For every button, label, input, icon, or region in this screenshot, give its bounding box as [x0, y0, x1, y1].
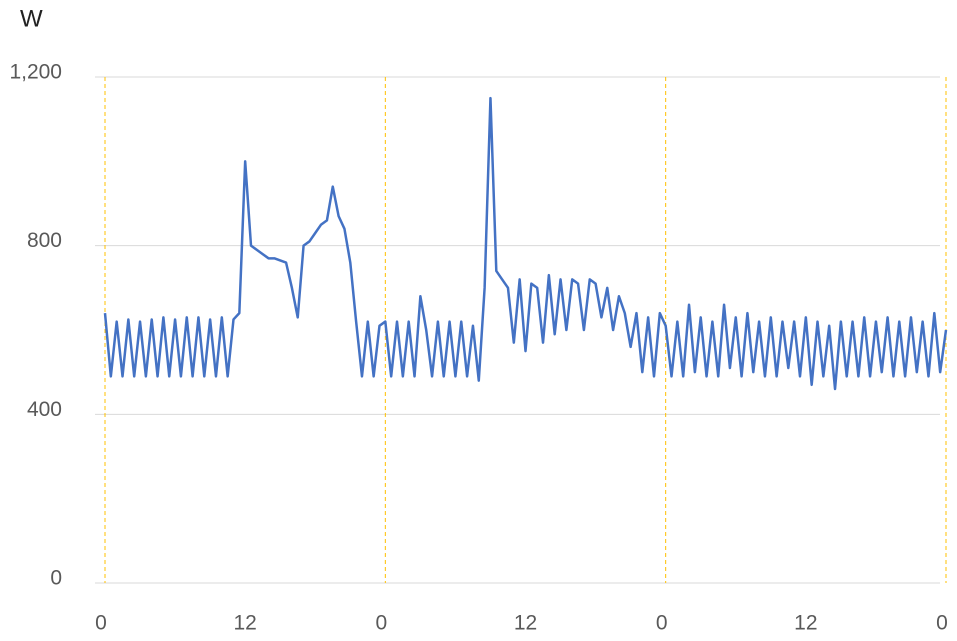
x-tick-label: 0 [656, 612, 668, 635]
y-axis-label: W [20, 5, 43, 32]
x-tick-label: 12 [233, 612, 256, 635]
data-line [103, 96, 948, 391]
x-tick-label: 12 [794, 612, 817, 635]
y-tick-label: 800 [27, 229, 62, 252]
x-tick-label: 0 [95, 612, 107, 635]
y-tick-label: 400 [27, 398, 62, 421]
y-tick-label: 0 [50, 567, 62, 590]
y-tick-label: 1,200 [9, 61, 62, 84]
x-tick-label: 0 [375, 612, 387, 635]
x-tick-label: 12 [514, 612, 537, 635]
x-tick-label: 0 [936, 612, 948, 635]
